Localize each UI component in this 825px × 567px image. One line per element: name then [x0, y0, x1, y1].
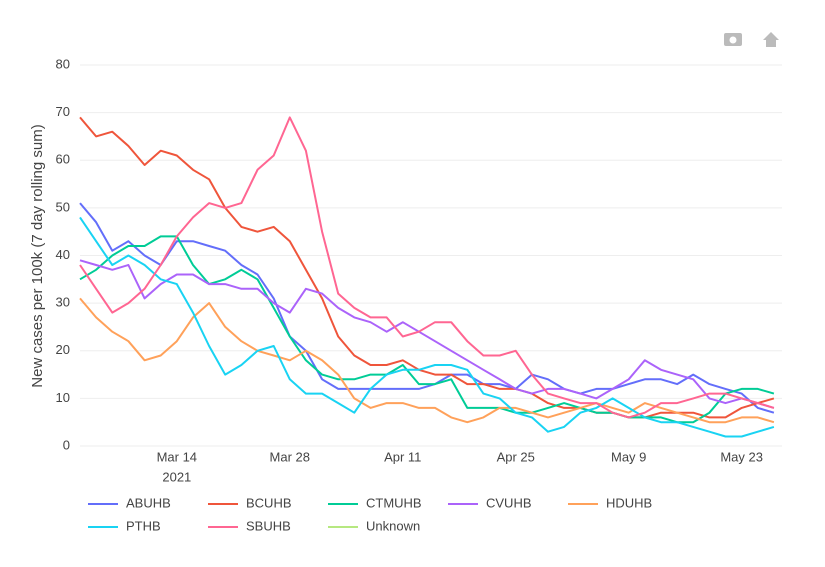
x-year-label: 2021 — [162, 469, 191, 484]
series-line — [79, 116, 775, 419]
y-tick-label: 40 — [56, 247, 70, 262]
legend-label: PTHB — [126, 518, 161, 533]
legend-label: BCUHB — [246, 495, 292, 510]
series-line — [79, 297, 775, 424]
legend-label: ABUHB — [126, 495, 171, 510]
series-line — [79, 116, 775, 419]
modebar[interactable] — [724, 32, 779, 47]
series-line — [79, 202, 775, 414]
x-tick-label: May 9 — [611, 449, 646, 464]
camera-lens — [728, 35, 738, 45]
y-tick-label: 0 — [63, 437, 70, 452]
series-line — [79, 259, 775, 409]
legend-label: Unknown — [366, 518, 420, 533]
legend-label: CVUHB — [486, 495, 532, 510]
y-tick-label: 80 — [56, 56, 70, 71]
series-line — [79, 235, 775, 424]
y-tick-label: 50 — [56, 199, 70, 214]
legend-label: CTMUHB — [366, 495, 422, 510]
y-tick-label: 30 — [56, 295, 70, 310]
legend-label: HDUHB — [606, 495, 652, 510]
x-tick-label: May 23 — [720, 449, 763, 464]
y-tick-label: 20 — [56, 342, 70, 357]
x-tick-label: Apr 25 — [497, 449, 535, 464]
y-tick-label: 60 — [56, 152, 70, 167]
series-line — [79, 216, 775, 438]
legend-label: SBUHB — [246, 518, 291, 533]
home-icon[interactable] — [763, 32, 779, 47]
x-tick-label: Mar 14 — [157, 449, 197, 464]
y-tick-label: 70 — [56, 104, 70, 119]
y-axis-title: New cases per 100k (7 day rolling sum) — [29, 124, 46, 387]
x-tick-label: Apr 11 — [384, 449, 421, 464]
y-tick-label: 10 — [56, 390, 70, 405]
x-tick-label: Mar 28 — [270, 449, 310, 464]
